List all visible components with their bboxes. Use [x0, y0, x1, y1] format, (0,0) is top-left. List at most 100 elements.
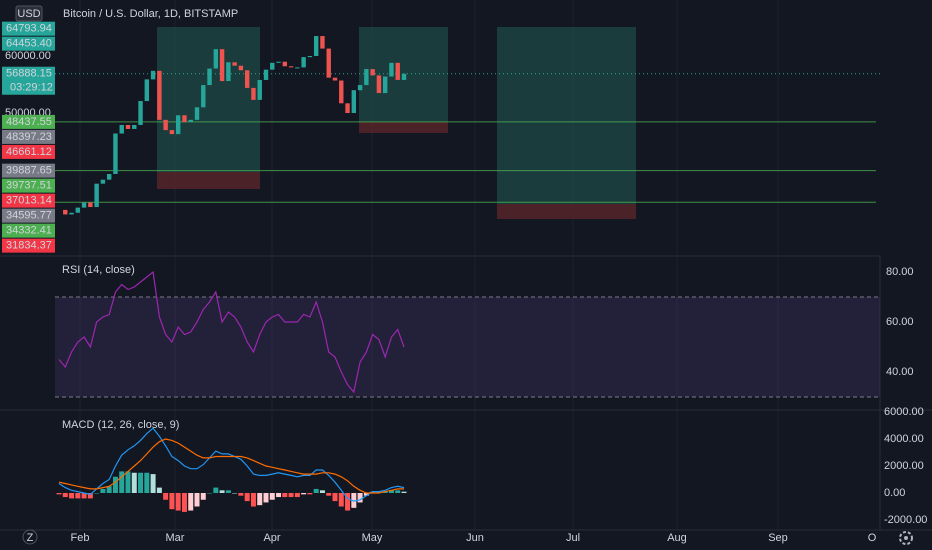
- price-label: 39887.65: [6, 165, 52, 177]
- macd-histogram-bar: [144, 472, 150, 493]
- price-label-box: [2, 208, 55, 223]
- candle: [364, 69, 369, 86]
- rsi-band: [55, 297, 880, 397]
- macd-histogram-bar: [194, 493, 200, 507]
- price-label: 64793.94: [6, 23, 52, 35]
- macd-histogram-bar: [112, 476, 118, 493]
- price-label-box: [2, 193, 55, 208]
- macd-histogram-bar: [301, 493, 307, 495]
- rsi-line: [58, 270, 405, 394]
- macd-histogram-bar: [225, 490, 231, 493]
- candle: [150, 70, 156, 80]
- macd-histogram-bar: [345, 493, 351, 511]
- candle: [81, 202, 87, 208]
- macd-histogram-bar: [188, 493, 194, 511]
- candle: [270, 62, 275, 70]
- macd-histogram-bar: [263, 493, 269, 503]
- macd-tick-label: 6000.00: [884, 406, 924, 418]
- candle: [194, 107, 200, 120]
- candle: [313, 36, 319, 56]
- time-label: Mar: [166, 532, 185, 544]
- macd-histogram-bar: [75, 493, 81, 499]
- macd-histogram-bar: [119, 471, 125, 493]
- candle: [332, 77, 338, 81]
- candle: [282, 61, 288, 67]
- time-label: O: [868, 532, 877, 544]
- macd-histogram-bar: [395, 490, 401, 493]
- time-label: Jun: [466, 532, 484, 544]
- macd-tick-label: 2000.00: [884, 460, 924, 472]
- candle: [351, 90, 357, 113]
- macd-histogram-bar: [163, 493, 169, 500]
- macd-histogram-bar: [351, 493, 357, 508]
- candle: [138, 101, 143, 125]
- macd-histogram-bar: [175, 493, 181, 511]
- macd-histogram-bar: [401, 491, 407, 493]
- macd-histogram-bar: [232, 493, 238, 494]
- candle: [301, 57, 306, 68]
- candle: [251, 87, 256, 100]
- candle: [219, 49, 225, 82]
- candle: [320, 36, 325, 49]
- macd-histogram-bar: [81, 493, 87, 499]
- macd-histogram-bar: [181, 493, 187, 512]
- macd-histogram-bar: [69, 493, 75, 499]
- candle: [169, 130, 175, 135]
- price-label-box: [2, 21, 55, 36]
- price-label-box: [2, 66, 55, 95]
- time-label: Jul: [566, 532, 580, 544]
- rsi-tick-label: 80.00: [886, 266, 914, 278]
- candle: [94, 183, 99, 208]
- position-tools: [157, 27, 636, 219]
- macd-histogram-bar: [338, 493, 344, 507]
- macd-histogram-bar: [276, 493, 282, 498]
- price-tick-label: 60000.00: [5, 50, 51, 62]
- macd-histogram-bar: [370, 491, 376, 493]
- macd-histogram-bar: [125, 471, 131, 493]
- candle: [163, 119, 168, 131]
- macd-histogram-bar: [294, 493, 300, 498]
- candle: [88, 202, 93, 208]
- settings-button[interactable]: [899, 531, 913, 545]
- macd-histogram-bar: [213, 487, 219, 493]
- candle: [100, 179, 106, 184]
- macd-histogram-bar: [319, 490, 325, 493]
- price-label-box: [2, 178, 55, 193]
- candle: [276, 61, 281, 63]
- macd-histogram-bar: [250, 493, 256, 507]
- price-label-box: [2, 163, 55, 178]
- time-label: Aug: [667, 532, 687, 544]
- macd-histogram-bar: [150, 474, 156, 493]
- macd-histogram-bar: [62, 493, 68, 498]
- candle: [207, 68, 212, 86]
- candle: [288, 66, 294, 68]
- candle: [132, 124, 137, 129]
- candle: [75, 207, 81, 213]
- rsi-tick-label: 60.00: [886, 316, 914, 328]
- candle: [389, 62, 394, 77]
- candle: [226, 62, 231, 82]
- candle: [144, 79, 150, 102]
- candle: [257, 79, 262, 100]
- price-label: 64453.40: [6, 38, 52, 50]
- macd-tick-label: 0.00: [884, 487, 905, 499]
- candle: [213, 49, 219, 69]
- macd-histogram-bar: [219, 490, 225, 493]
- macd-histogram-bar: [257, 493, 263, 506]
- macd-histogram-bar: [238, 493, 244, 496]
- timezone-label[interactable]: Z: [27, 532, 34, 544]
- macd-histogram-bar: [357, 493, 363, 503]
- price-label: 31834.37: [6, 240, 52, 252]
- macd-histogram-bar: [156, 487, 162, 493]
- macd-histogram-bar: [169, 493, 175, 510]
- price-label: 39737.51: [6, 180, 52, 192]
- price-label: 34595.77: [6, 210, 52, 222]
- currency-label: USD: [17, 8, 40, 20]
- timezone-button[interactable]: Z: [22, 529, 38, 545]
- macd-histogram-bar: [288, 493, 294, 498]
- price-label-box: [2, 129, 55, 144]
- macd-histogram-bar: [207, 493, 213, 494]
- price-label: 37013.14: [6, 195, 52, 207]
- candle: [238, 65, 244, 71]
